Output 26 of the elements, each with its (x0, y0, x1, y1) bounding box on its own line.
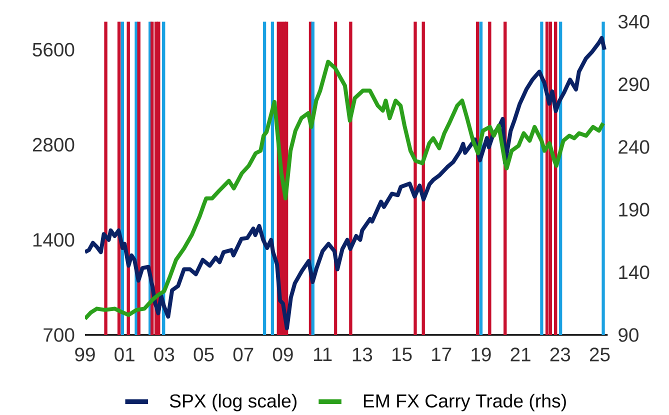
y-tick-label: 1400 (33, 233, 74, 247)
x-tick-label: 07 (233, 348, 254, 362)
y2-tick-label: 340 (618, 14, 650, 29)
x-tick-label: 25 (590, 348, 610, 362)
y2-tick-label: 140 (619, 266, 650, 280)
x-tick-label: 01 (114, 348, 134, 362)
x-tick-label: 05 (194, 348, 214, 362)
x-tick-label: 23 (550, 348, 570, 362)
x-tick-label: 13 (352, 348, 372, 362)
x-tick-label: 15 (392, 348, 412, 362)
legend-label: SPX (log scale) (170, 394, 296, 412)
x-tick-label: 99 (75, 348, 95, 362)
x-tick-label: 03 (154, 348, 174, 362)
x-tick-label: 17 (432, 348, 452, 362)
y2-tick-label: 240 (618, 140, 650, 154)
x-tick-label: 09 (272, 348, 293, 362)
y2-tick-label: 90 (618, 328, 638, 342)
y-tick-label: 5600 (32, 42, 74, 57)
x-tick-label: 21 (510, 348, 530, 362)
x-tick-label: 11 (314, 348, 332, 362)
y-tick-label: 2800 (32, 138, 74, 152)
y-tick-label: 700 (44, 328, 74, 342)
y2-tick-label: 290 (618, 78, 650, 92)
legend-label: EM FX Carry Trade (rhs) (364, 394, 566, 412)
y2-tick-label: 190 (619, 202, 650, 217)
x-tick-label: 19 (472, 348, 491, 362)
